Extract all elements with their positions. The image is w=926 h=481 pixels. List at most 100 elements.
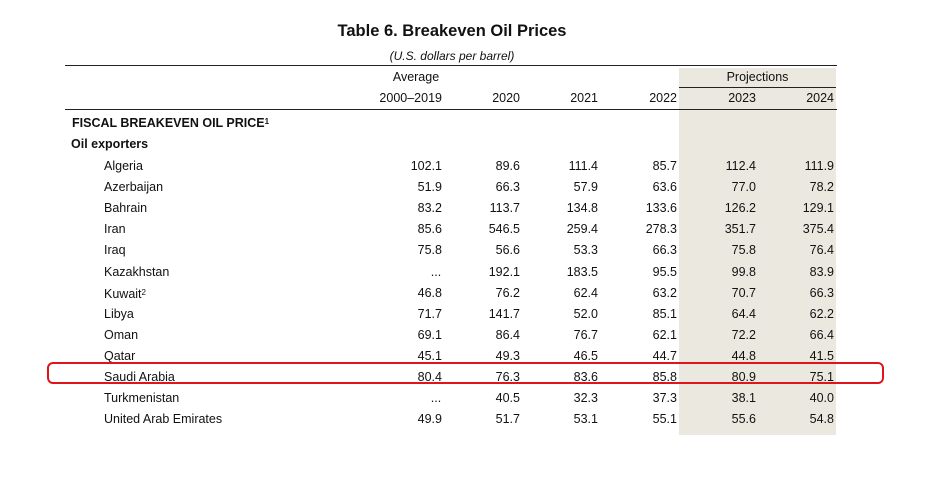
table-cell: 44.7: [652, 348, 677, 363]
table-cell: 111.9: [804, 159, 834, 173]
row-label-text: Iraq: [104, 243, 126, 258]
row-label-text: Algeria: [104, 159, 143, 173]
table-cell: 99.8: [731, 264, 756, 279]
table-subtitle: (U.S. dollars per barrel): [389, 49, 515, 63]
table-cell: 71.7: [417, 306, 442, 321]
table-cell: 278.3: [645, 222, 677, 237]
table-cell: 51.7: [495, 412, 520, 427]
column-header-2023: 2023: [728, 91, 756, 105]
group-heading: Oil exporters: [71, 137, 149, 151]
table-cell: 259.4: [566, 222, 598, 237]
table-cell: 113.7: [489, 201, 520, 216]
table-cell: 86.4: [495, 327, 520, 342]
table-cell: 134.8: [566, 201, 598, 216]
table-cell: 89.6: [495, 159, 520, 173]
table-cell: 192.1: [488, 264, 520, 279]
table-cell: 62.1: [652, 327, 677, 342]
average-header: Average: [392, 70, 440, 84]
table-cell: 351.7: [724, 222, 756, 237]
table-cell: 49.3: [495, 348, 520, 363]
table-cell: 69.1: [417, 327, 442, 342]
table-cell: 546.5: [488, 222, 520, 237]
row-label: Iraq: [104, 242, 126, 258]
row-label: Turkmenistan: [104, 390, 179, 406]
row-label-text: Saudi Arabia: [104, 370, 175, 384]
table-cell: 85.1: [652, 306, 677, 321]
row-label-text: Turkmenistan: [104, 391, 180, 406]
footnote-marker: 2: [141, 287, 146, 297]
table-cell: 112.4: [725, 159, 756, 173]
table-cell: 80.9: [731, 370, 756, 384]
table-cell: 133.6: [645, 201, 677, 216]
projections-rule: [679, 87, 836, 88]
table-cell: 62.2: [809, 306, 834, 321]
table-cell: 46.8: [417, 285, 442, 300]
table-cell: 53.1: [573, 412, 598, 427]
table-cell: 64.4: [731, 306, 756, 321]
table-cell: 53.3: [573, 243, 598, 258]
table-cell: ...: [430, 391, 442, 406]
table-cell: ...: [430, 264, 442, 279]
table-cell: 183.5: [566, 264, 598, 279]
table-cell: 44.8: [731, 348, 756, 363]
table-cell: 83.6: [573, 370, 598, 384]
table-cell: 32.3: [573, 391, 598, 406]
header-bottom-rule: [65, 109, 837, 110]
table-cell: 77.0: [731, 180, 756, 195]
table-cell: 75.8: [731, 243, 756, 258]
table-cell: 62.4: [573, 285, 598, 300]
column-header-2024: 2024: [806, 91, 834, 105]
table-cell: 85.8: [652, 370, 677, 384]
row-label: Qatar: [104, 348, 135, 364]
section-heading-text: FISCAL BREAKEVEN OIL PRICE: [72, 116, 265, 130]
table-cell: 63.2: [652, 285, 677, 300]
table-cell: 76.4: [809, 243, 834, 258]
top-rule: [65, 65, 837, 66]
table-cell: 75.8: [417, 243, 442, 258]
table-cell: 66.3: [809, 285, 834, 300]
table-cell: 80.4: [417, 370, 442, 384]
row-label-text: Qatar: [104, 348, 136, 363]
table-cell: 78.2: [809, 180, 834, 195]
table-title: Table 6. Breakeven Oil Prices: [337, 22, 567, 40]
row-label-text: Kazakhstan: [104, 264, 170, 279]
row-label: Libya: [104, 306, 134, 322]
table-cell: 83.2: [417, 201, 442, 216]
table-cell: 55.1: [652, 412, 677, 427]
table-cell: 55.6: [731, 412, 756, 427]
table-cell: 66.4: [809, 327, 834, 342]
table-cell: 46.5: [573, 348, 598, 363]
table-cell: 63.6: [652, 180, 677, 195]
row-label: Azerbaijan: [104, 179, 163, 195]
projections-header: Projections: [726, 70, 789, 84]
row-label: Kazakhstan: [104, 264, 169, 280]
table-cell: 38.1: [731, 391, 756, 406]
table-cell: 66.3: [495, 180, 520, 195]
table-cell: 54.8: [809, 412, 834, 427]
row-label: Kuwait2: [104, 285, 146, 302]
row-label: Iran: [104, 221, 126, 237]
table-cell: 76.7: [573, 327, 598, 342]
row-label-text: United Arab Emirates: [104, 412, 223, 427]
table-cell: 83.9: [809, 264, 834, 279]
table-cell: 70.7: [731, 285, 756, 300]
projections-shading: [679, 68, 836, 435]
row-label-text: Libya: [104, 306, 134, 321]
table-cell: 37.3: [652, 391, 677, 406]
column-header-2022: 2022: [649, 91, 677, 105]
table-cell: 41.5: [809, 348, 834, 363]
table-cell: 95.5: [652, 264, 677, 279]
table-cell: 51.9: [417, 180, 442, 195]
column-header-2000-2019: 2000–2019: [379, 91, 442, 105]
row-label: Algeria: [104, 158, 143, 174]
table-cell: 40.5: [495, 391, 520, 406]
table-cell: 66.3: [652, 243, 677, 258]
row-label: Saudi Arabia: [104, 369, 175, 385]
table-cell: 49.9: [417, 412, 442, 427]
table-cell: 40.0: [809, 391, 834, 406]
table-cell: 129.1: [802, 201, 834, 216]
table-cell: 85.6: [417, 222, 442, 237]
table-cell: 85.7: [652, 159, 677, 173]
table-cell: 45.1: [417, 348, 442, 363]
table-cell: 126.2: [724, 201, 756, 216]
